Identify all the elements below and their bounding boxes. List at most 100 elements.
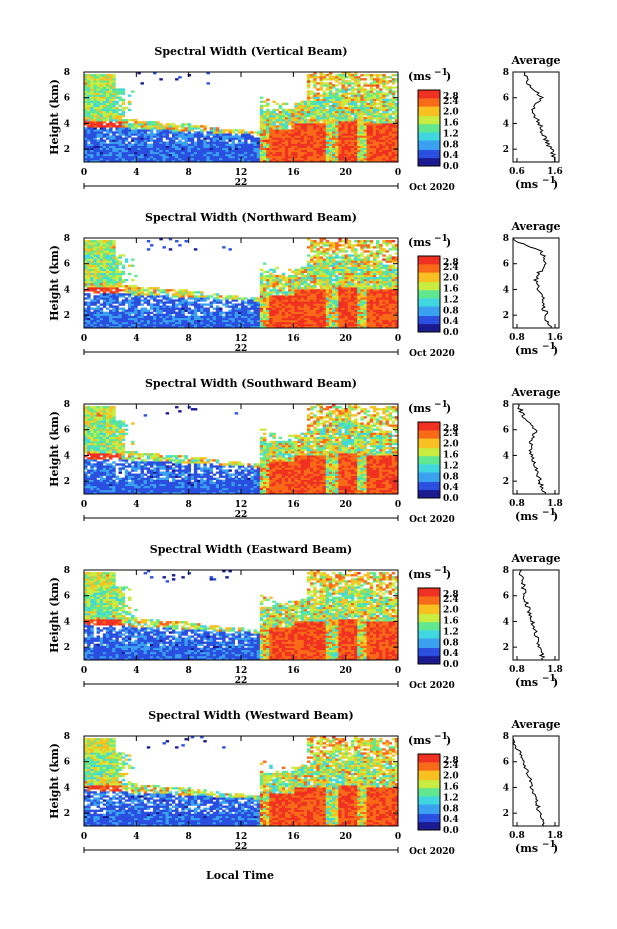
heatmap-cell xyxy=(93,321,97,325)
heatmap-cell xyxy=(347,106,352,110)
heatmap-cell xyxy=(93,278,97,282)
heatmap-cell xyxy=(335,315,339,319)
heatmap-cell xyxy=(215,127,220,130)
heatmap-cell xyxy=(162,246,166,249)
heatmap-cell xyxy=(310,309,314,312)
heatmap-cell xyxy=(228,149,232,153)
heatmap-cell xyxy=(115,102,119,106)
heatmap-cell xyxy=(121,114,126,118)
heatmap-cell xyxy=(288,317,292,321)
heatmap-cell xyxy=(212,157,217,161)
heatmap-cell xyxy=(115,270,119,274)
heatmap-cell xyxy=(382,117,386,120)
heatmap-cell xyxy=(168,299,173,302)
heatmap-cell xyxy=(297,276,301,280)
heatmap-cell xyxy=(178,317,182,321)
heatmap-cell xyxy=(388,112,393,116)
heatmap-cell xyxy=(291,317,295,321)
heatmap-cell xyxy=(294,305,298,308)
heatmap-cell xyxy=(131,323,135,327)
heatmap-cell xyxy=(269,278,273,282)
heatmap-cell xyxy=(112,256,116,259)
heatmap-cell xyxy=(90,108,94,112)
heatmap-cell xyxy=(115,301,119,304)
heatmap-cell xyxy=(347,80,352,83)
heatmap-cell xyxy=(294,131,298,134)
heatmap-cell xyxy=(203,143,207,146)
colorbar-tick-label: 2.4 xyxy=(443,97,459,107)
heatmap-cell xyxy=(162,151,166,155)
heatmap-cell xyxy=(291,291,295,294)
heatmap-cell xyxy=(319,283,323,286)
heatmap-cell xyxy=(382,135,386,138)
heatmap-cell xyxy=(300,276,305,280)
heatmap-cell xyxy=(228,301,232,304)
heatmap-cell xyxy=(325,100,330,103)
heatmap-cell xyxy=(341,254,345,257)
heatmap-cell xyxy=(99,88,104,91)
heatmap-cell xyxy=(171,125,176,128)
heatmap-cell xyxy=(99,260,104,263)
heatmap-cell xyxy=(322,274,327,278)
heatmap-cell xyxy=(347,135,352,138)
heatmap-cell xyxy=(149,155,154,159)
heatmap-cell xyxy=(372,92,377,95)
heatmap-cell xyxy=(131,131,135,134)
heatmap-cell xyxy=(316,254,320,257)
heatmap-cell xyxy=(338,151,342,155)
heatmap-cell xyxy=(306,76,311,79)
heatmap-cell xyxy=(306,270,311,274)
heatmap-cell xyxy=(335,289,339,292)
heatmap-cell xyxy=(281,135,286,138)
heatmap-cell xyxy=(118,285,122,288)
heatmap-cell xyxy=(190,295,195,298)
heatmap-cell xyxy=(165,147,170,151)
heatmap-cell xyxy=(200,307,204,310)
heatmap-cell xyxy=(284,301,289,304)
heatmap-cell xyxy=(259,301,264,304)
heatmap-cell xyxy=(171,315,176,319)
heatmap-cell xyxy=(127,321,132,325)
heatmap-cell xyxy=(253,157,257,161)
heatmap-cell xyxy=(171,325,176,329)
heatmap-cell xyxy=(112,321,116,325)
heatmap-cell xyxy=(93,270,97,274)
heatmap-cell xyxy=(140,151,144,155)
heatmap-cell xyxy=(149,151,154,155)
heatmap-cell xyxy=(99,137,104,140)
heatmap-cell xyxy=(193,127,198,130)
heatmap-cell xyxy=(332,131,336,134)
heatmap-cell xyxy=(175,78,179,81)
heatmap-cell xyxy=(112,141,116,144)
heatmap-cell xyxy=(184,289,188,292)
heatmap-cell xyxy=(319,112,323,116)
heatmap-cell xyxy=(112,268,116,272)
heatmap-cell xyxy=(310,272,314,276)
heatmap-cell xyxy=(241,313,245,317)
heatmap-cell xyxy=(244,137,248,140)
heatmap-cell xyxy=(281,137,286,140)
heatmap-cell xyxy=(90,98,94,101)
heatmap-cell xyxy=(93,240,97,243)
heatmap-cell xyxy=(363,74,367,77)
heatmap-cell xyxy=(87,123,91,126)
heatmap-cell xyxy=(118,151,122,155)
heatmap-cell xyxy=(203,317,207,321)
heatmap-cell xyxy=(341,110,345,114)
heatmap-cell xyxy=(247,313,251,317)
heatmap-cell xyxy=(385,151,389,155)
heatmap-cell xyxy=(105,74,110,77)
heatmap-cell xyxy=(200,145,204,148)
heatmap-cell xyxy=(96,98,100,101)
heatmap-cell xyxy=(203,127,207,130)
heatmap-cell xyxy=(338,260,342,263)
heatmap-cell xyxy=(109,108,113,112)
heatmap-cell xyxy=(225,303,229,306)
heatmap-cell xyxy=(294,147,298,151)
heatmap-cell xyxy=(231,129,236,132)
heatmap-cell xyxy=(165,295,170,298)
heatmap-cell xyxy=(203,303,207,306)
heatmap-cell xyxy=(259,151,264,155)
heatmap-cell xyxy=(316,153,320,157)
